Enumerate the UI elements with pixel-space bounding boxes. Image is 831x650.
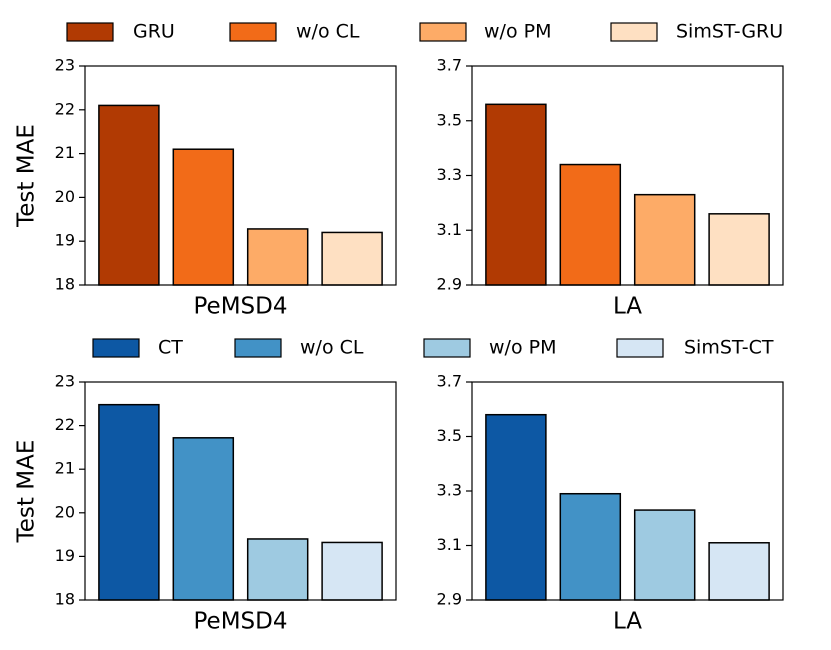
y-tick-label: 19 [55,546,75,565]
bar [246,538,309,601]
y-tick-label: 18 [55,590,75,609]
y-tick-label: 2.9 [437,275,462,294]
bar [633,193,696,286]
legend-label: CT [158,337,183,359]
legend-swatch [423,338,471,358]
axes-frame [84,381,397,601]
y-tick-label: 3.5 [437,426,462,445]
axes-frame [84,65,397,286]
legend-swatch [419,22,467,42]
y-tick-label: 3.3 [437,165,462,184]
bar [172,148,235,286]
legend-label: w/o CL [300,337,364,359]
legend-label: w/o PM [489,337,556,359]
bar [321,231,383,286]
bar [559,492,622,601]
y-tick-label: 3.3 [437,481,462,500]
legend-swatch [229,22,277,42]
legend-label: SimST-GRU [676,21,783,43]
y-tick-label: 2.9 [437,590,462,609]
bar [246,228,309,286]
bar [98,104,160,286]
x-axis-label: PeMSD4 [194,294,288,320]
bar [708,542,770,601]
bar [98,403,160,601]
axes-frame [471,381,784,601]
bar [708,213,770,286]
x-axis-label: LA [613,294,642,320]
legend-label: w/o CL [296,21,360,43]
y-tick-label: 3.7 [437,372,462,391]
legend-label: GRU [133,21,175,43]
bar [633,509,696,601]
x-axis-label: LA [613,609,642,635]
y-tick-label: 3.5 [437,110,462,129]
y-tick-label: 20 [55,502,75,521]
axes-frame [471,65,784,286]
legend-swatch [610,22,658,42]
legend-label: SimST-CT [684,337,774,359]
y-tick-label: 3.1 [437,220,462,239]
y-tick-label: 20 [55,187,75,206]
bar [485,413,547,601]
y-tick-label: 21 [55,143,75,162]
bar [321,541,383,601]
legend-swatch [234,338,282,358]
y-axis-label: Test MAE [14,124,40,228]
bar [485,103,547,286]
legend-swatch [92,338,140,358]
x-axis-label: PeMSD4 [194,609,288,635]
y-tick-label: 23 [55,372,75,391]
y-tick-label: 21 [55,459,75,478]
y-tick-label: 3.7 [437,56,462,75]
y-tick-label: 22 [55,99,75,118]
y-tick-label: 23 [55,56,75,75]
legend-label: w/o PM [484,21,551,43]
bar [559,163,622,286]
y-tick-label: 19 [55,231,75,250]
bar [172,437,235,601]
y-tick-label: 22 [55,415,75,434]
legend-swatch [616,338,664,358]
legend-swatch [66,22,114,42]
y-axis-label: Test MAE [14,440,40,544]
y-tick-label: 3.1 [437,535,462,554]
y-tick-label: 18 [55,275,75,294]
